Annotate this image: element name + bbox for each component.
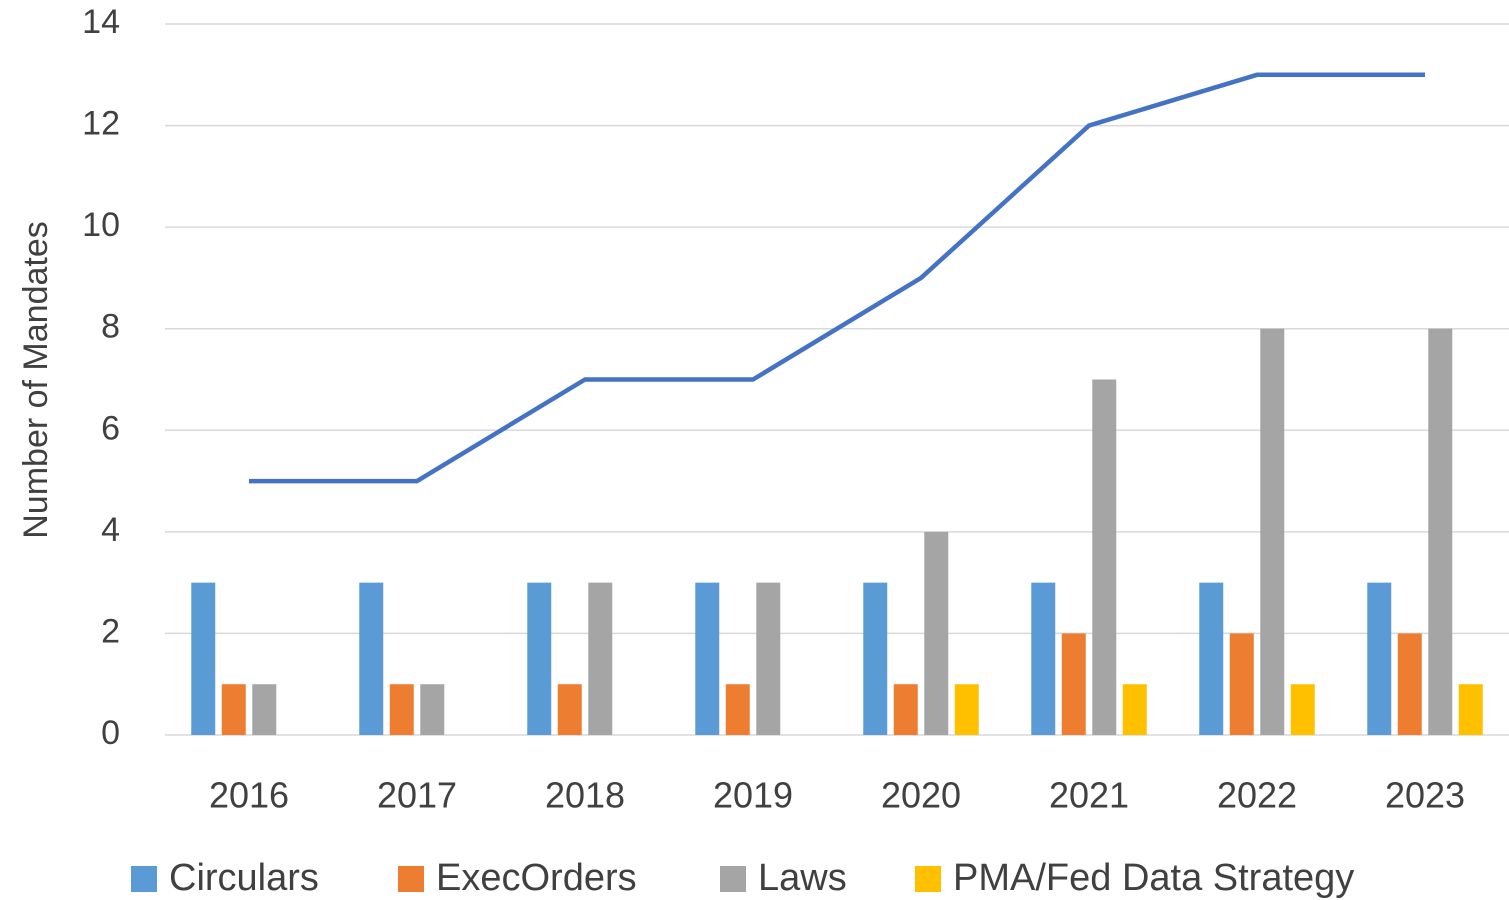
legend-label: ExecOrders — [436, 857, 637, 899]
bar — [893, 684, 918, 735]
y-axis-label: Number of Mandates — [17, 221, 55, 539]
bar — [389, 684, 414, 735]
bar — [1260, 328, 1285, 735]
x-tick-label: 2021 — [1049, 775, 1129, 816]
y-tick-label: 10 — [82, 206, 120, 244]
bar — [954, 684, 979, 735]
bar — [557, 684, 582, 735]
bar — [527, 582, 552, 735]
legend-label: PMA/Fed Data Strategy — [953, 857, 1354, 899]
bar — [420, 684, 445, 735]
legend-swatch — [720, 866, 746, 892]
y-tick-label: 4 — [101, 511, 120, 549]
x-tick-label: 2023 — [1385, 775, 1465, 816]
bar — [1031, 582, 1056, 735]
bar — [1061, 633, 1086, 735]
line — [249, 72, 1425, 484]
x-tick-label: 2017 — [377, 775, 457, 816]
bar — [1199, 582, 1224, 735]
bar — [1092, 379, 1117, 735]
bar — [1290, 684, 1315, 735]
bar — [1229, 633, 1254, 735]
x-tick-label: 2018 — [545, 775, 625, 816]
legend-swatch — [398, 866, 424, 892]
bar — [1397, 633, 1422, 735]
y-tick-label: 8 — [101, 308, 120, 346]
x-tick-label: 2022 — [1217, 775, 1297, 816]
x-tick-label: 2019 — [713, 775, 793, 816]
bar — [191, 582, 216, 735]
legend-swatch — [915, 866, 941, 892]
legend-swatch — [131, 866, 157, 892]
bar — [221, 684, 246, 735]
bar — [924, 531, 949, 735]
bar — [1122, 684, 1147, 735]
bar — [359, 582, 384, 735]
bar — [725, 684, 750, 735]
y-tick-label: 6 — [101, 409, 120, 447]
bar — [863, 582, 888, 735]
bar — [588, 582, 613, 735]
legend-label: Laws — [758, 857, 847, 899]
y-tick-label: 14 — [82, 3, 120, 41]
bar — [1367, 582, 1392, 735]
x-tick-label: 2016 — [209, 775, 289, 816]
bar — [1458, 684, 1483, 735]
y-tick-label: 2 — [101, 612, 120, 650]
y-tick-label: 0 — [101, 714, 120, 752]
bar — [756, 582, 781, 735]
y-tick-label: 12 — [82, 105, 120, 143]
bar — [252, 684, 277, 735]
x-tick-label: 2020 — [881, 775, 961, 816]
bar — [1428, 328, 1453, 735]
legend-label: Circulars — [169, 857, 319, 899]
bar — [695, 582, 720, 735]
